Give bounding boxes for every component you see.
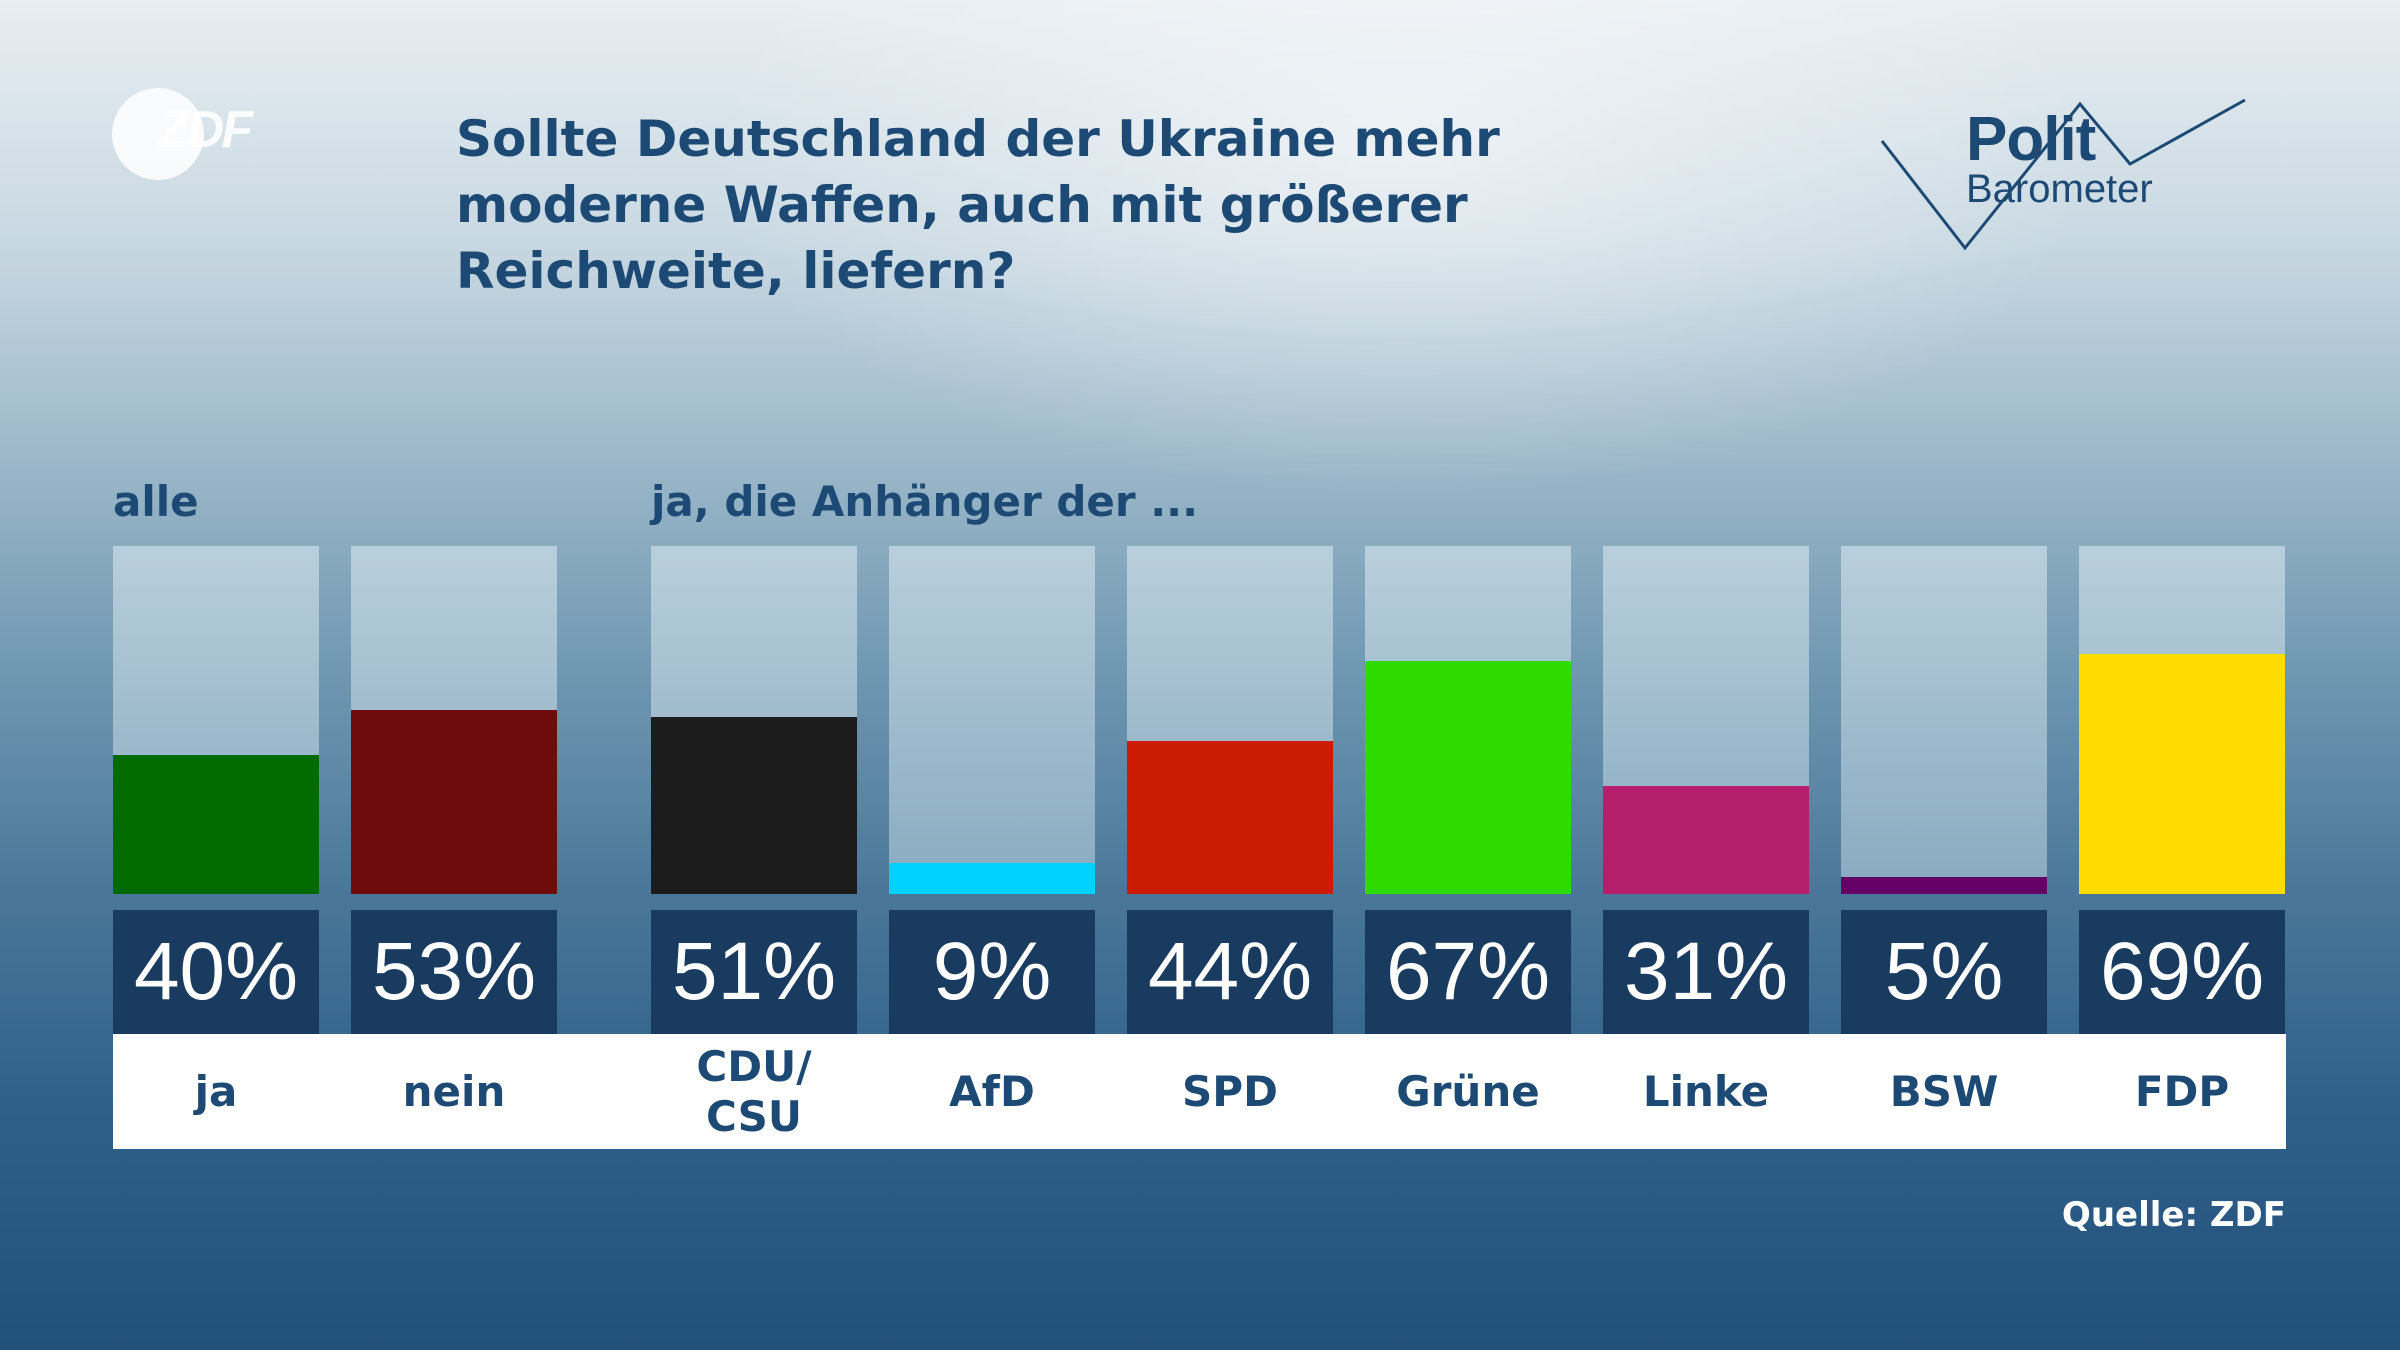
bar	[1841, 876, 2047, 894]
category-label: CDU/ CSU	[696, 1041, 812, 1141]
bar-track	[889, 546, 1095, 894]
bar	[651, 716, 857, 894]
bar	[351, 709, 557, 894]
bar-track	[351, 546, 557, 894]
bar	[2079, 653, 2285, 894]
bar	[1365, 660, 1571, 894]
zdf-logo-circle	[112, 88, 204, 180]
data-label: 9%	[889, 910, 1095, 1034]
barometer-word: Barometer	[1966, 167, 2153, 211]
bar-track	[1603, 546, 1809, 894]
data-label: 5%	[1841, 910, 2047, 1034]
chart-title: Sollte Deutschland der Ukraine mehr mode…	[456, 110, 1500, 300]
bar	[113, 754, 319, 894]
data-label: 53%	[351, 910, 557, 1034]
zdf-logo-text: ZDF	[158, 101, 253, 159]
zdf-logo: ZDF	[112, 88, 282, 183]
category-label: AfD	[949, 1066, 1035, 1116]
source-note: Quelle: ZDF	[2061, 1195, 2286, 1235]
data-label: 69%	[2079, 910, 2285, 1034]
data-label: 40%	[113, 910, 319, 1034]
bar-track	[1841, 546, 2047, 894]
data-label: 31%	[1603, 910, 1809, 1034]
category-label: nein	[402, 1066, 506, 1116]
category-label: BSW	[1889, 1066, 1999, 1116]
bar-track	[1365, 546, 1571, 894]
politbarometer-zigzag-icon	[1880, 98, 2246, 251]
bar-track	[1127, 546, 1333, 894]
category-label: Grüne	[1396, 1066, 1540, 1116]
bar-track	[2079, 546, 2285, 894]
category-label: ja	[194, 1066, 238, 1116]
bar	[1127, 740, 1333, 894]
section-label-supporters: ja, die Anhänger der ...	[651, 477, 1199, 526]
bar-track	[651, 546, 857, 894]
category-label: SPD	[1182, 1066, 1278, 1116]
category-label-strip	[113, 1034, 2286, 1149]
polit-word: Polit	[1966, 105, 2096, 174]
bar	[889, 862, 1095, 894]
bar	[1603, 786, 1809, 894]
data-label: 51%	[651, 910, 857, 1034]
category-label: FDP	[2134, 1066, 2230, 1116]
category-label: Linke	[1642, 1066, 1770, 1116]
politbarometer-logo: Polit Barometer	[1880, 96, 2250, 256]
data-label: 67%	[1365, 910, 1571, 1034]
bar-track	[113, 546, 319, 894]
section-label-all: alle	[113, 477, 199, 526]
data-label: 44%	[1127, 910, 1333, 1034]
